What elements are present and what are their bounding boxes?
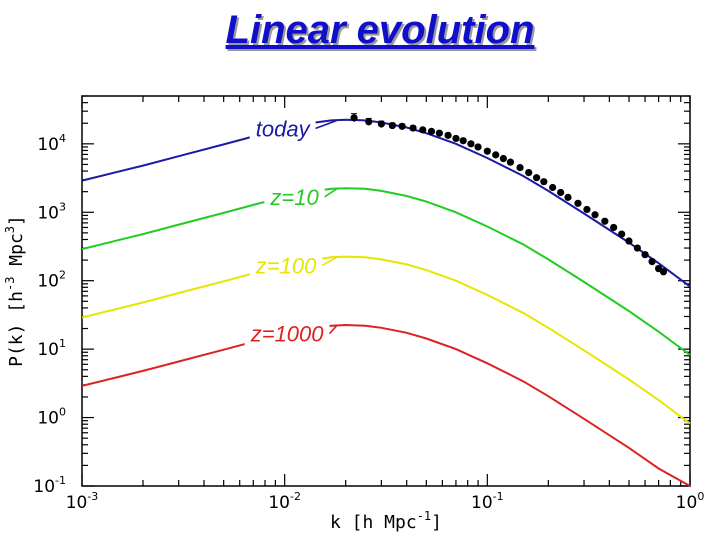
x-tick-label: 10-1: [471, 490, 504, 513]
data-point: [532, 174, 541, 182]
observation-points: [350, 113, 668, 276]
data-point: [474, 143, 482, 151]
series-label-background: [244, 319, 330, 348]
series-label-z-1000: z=1000: [250, 322, 325, 347]
data-point: [516, 163, 524, 172]
data-point: [583, 205, 591, 214]
data-point: [525, 168, 533, 177]
data-point: [427, 127, 436, 135]
data-point: [452, 134, 460, 143]
data-point: [557, 188, 565, 197]
data-point: [377, 120, 385, 128]
data-point: [350, 114, 358, 122]
series-label-connector: [328, 325, 338, 335]
data-point: [435, 129, 443, 137]
series-label-background: [264, 182, 325, 211]
y-tick-label: 10-1: [33, 474, 66, 497]
series-label-z-10: z=10: [269, 185, 319, 210]
series-line-today: [81, 118, 691, 288]
series-label-background: [249, 114, 316, 143]
data-point: [459, 137, 467, 145]
data-point: [610, 223, 618, 232]
x-tick-labels: 10-3 10-2 10-1 100: [66, 490, 705, 513]
data-point: [549, 183, 557, 192]
data-point: [483, 147, 491, 155]
series-label-connector: [324, 188, 337, 198]
data-point: [618, 230, 626, 238]
series-label-today: today: [256, 116, 312, 141]
series-line-z-10: [81, 187, 691, 356]
data-point: [540, 178, 548, 186]
y-tick-label: 104: [37, 132, 66, 155]
data-point: [492, 151, 500, 159]
x-tick-label: 10-2: [268, 490, 301, 513]
y-tick-label: 100: [37, 406, 66, 429]
data-point: [625, 237, 633, 245]
data-point: [641, 251, 649, 259]
series-label-connector: [315, 119, 337, 130]
data-point: [409, 124, 417, 132]
series-line-z-100: [81, 255, 691, 425]
data-point: [564, 193, 572, 201]
data-point: [388, 121, 396, 130]
data-point: [467, 140, 475, 148]
data-point: [633, 244, 641, 252]
x-tick-label: 100: [676, 490, 705, 513]
slide-title: Linear evolution: [225, 8, 535, 52]
axis-labels: k [h Mpc-1] P(k) [h-3 Mpc3]: [3, 215, 442, 533]
y-tick-label: 101: [37, 337, 66, 360]
data-point: [365, 118, 373, 126]
series-labels: today z=10 z=100 z=1000: [244, 114, 338, 348]
y-axis-label: P(k) [h-3 Mpc3]: [3, 215, 27, 367]
data-point: [659, 268, 668, 276]
data-point: [601, 217, 609, 225]
series-label-background: [249, 251, 323, 280]
series-label-connector: [321, 256, 337, 266]
series-lines: [81, 118, 691, 487]
y-tick-labels: 10-1 100 101 102 103 104: [33, 132, 66, 497]
data-point: [398, 122, 406, 130]
data-point: [506, 158, 515, 166]
x-tick-label: 10-3: [66, 490, 99, 513]
y-tick-label: 102: [37, 269, 66, 292]
series-line-z-1000: [81, 323, 691, 487]
y-tick-label: 103: [37, 200, 66, 223]
x-axis-label: k [h Mpc-1]: [330, 509, 442, 533]
data-point: [499, 154, 507, 163]
data-point: [648, 258, 656, 266]
data-point: [444, 131, 452, 139]
data-point: [574, 199, 582, 207]
series-label-z-100: z=100: [255, 253, 317, 278]
data-point: [591, 211, 599, 219]
data-point: [419, 126, 427, 134]
